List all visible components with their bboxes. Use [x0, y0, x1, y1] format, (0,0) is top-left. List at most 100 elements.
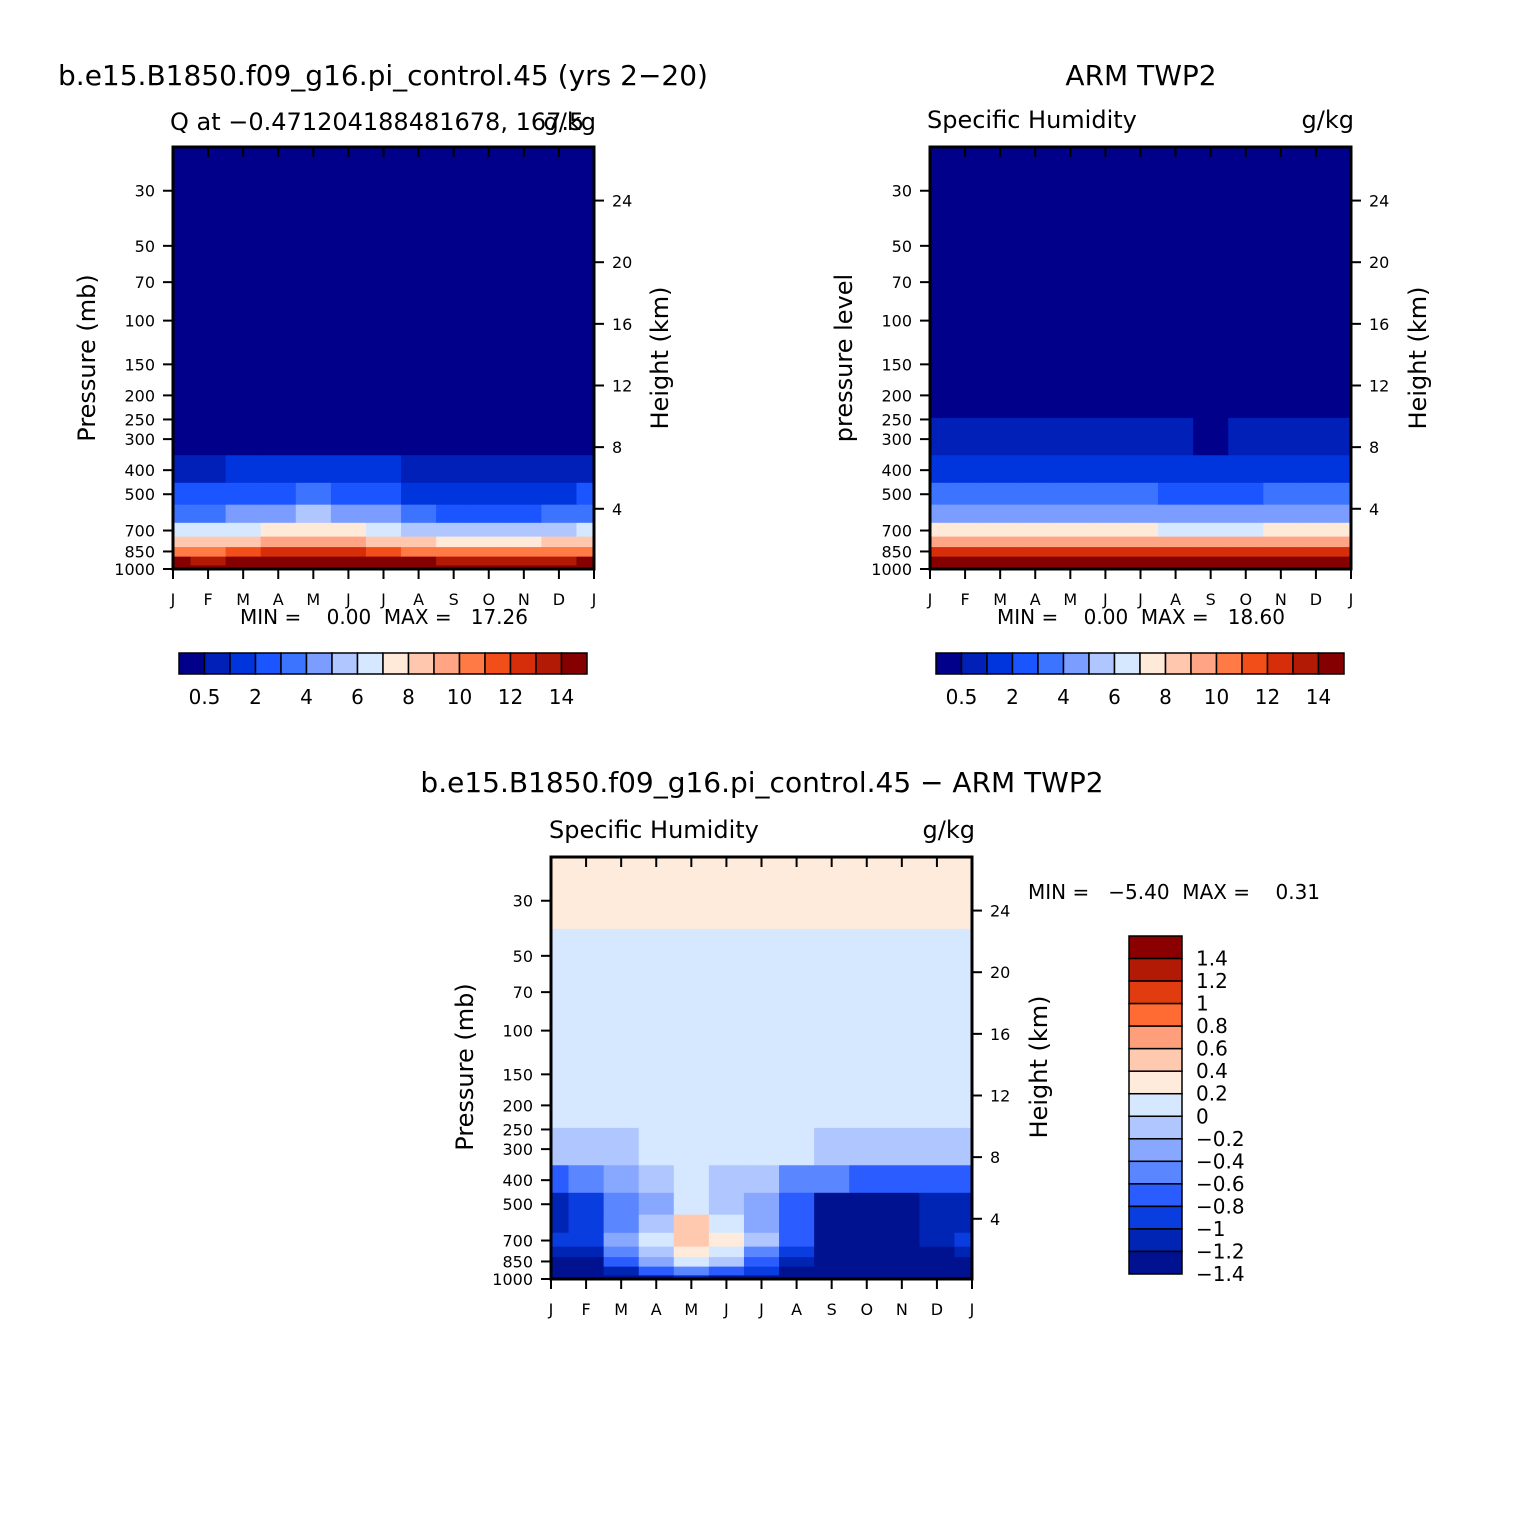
model-cell: [225, 536, 262, 548]
obs-cell: [1052, 218, 1089, 284]
obs-cell: [1228, 283, 1264, 359]
obs-cell: [1052, 147, 1089, 219]
colorbar-difference-label: 1: [1196, 992, 1209, 1016]
obs-cell: [1087, 417, 1124, 456]
obs-cell: [1298, 536, 1335, 548]
diff-cell: [779, 1246, 815, 1258]
obs-cell: [1263, 283, 1299, 359]
model-y2-tick-label: 4: [612, 500, 622, 519]
diff-y-tick-label: 30: [513, 892, 533, 911]
colorbar-difference-label: 1.2: [1196, 969, 1228, 993]
obs-cell: [1298, 417, 1335, 456]
model-cell: [471, 283, 507, 359]
model-cell: [541, 417, 578, 456]
diff-cell: [884, 1232, 920, 1247]
model-cell: [436, 546, 472, 557]
diff-cell: [638, 1068, 675, 1128]
diff-cell: [954, 1246, 972, 1258]
obs-cell: [947, 358, 984, 418]
obs-cell: [1333, 564, 1351, 569]
model-cell: [225, 283, 262, 359]
obs-cell: [1333, 454, 1351, 483]
diff-cell: [919, 1274, 956, 1279]
diff-cell: [954, 1256, 972, 1267]
model-cell: [295, 556, 332, 566]
obs-cell: [1193, 147, 1229, 219]
model-cell: [365, 417, 402, 456]
diff-cell: [568, 1246, 605, 1258]
diff-cell: [673, 1068, 710, 1128]
diff-cell: [551, 1192, 570, 1215]
model-cell: [173, 417, 192, 456]
colorbar-difference-swatch: [1128, 980, 1183, 1005]
obs-cell: [930, 564, 949, 569]
model-cell: [541, 283, 578, 359]
diff-cell: [814, 1214, 850, 1233]
model-cell: [190, 546, 227, 557]
obs-cell: [1263, 522, 1299, 537]
diff-cell: [849, 1274, 885, 1279]
diff-cell: [603, 1274, 640, 1279]
obs-cell: [1298, 482, 1335, 505]
model-x-tick-label: M: [236, 590, 250, 609]
obs-cell: [1298, 564, 1335, 569]
colorbar-model-swatch: [407, 652, 435, 675]
diff-cell: [603, 1214, 640, 1233]
panel-model-minmax: MIN = 0.00 MAX = 17.26: [240, 605, 528, 629]
diff-cell: [884, 1127, 920, 1166]
colorbar-difference-swatch: [1128, 1092, 1183, 1118]
colorbar-difference-label: 1.4: [1196, 947, 1228, 971]
diff-cell: [551, 1068, 570, 1128]
obs-y-tick-label: 500: [881, 485, 912, 504]
diff-y-tick-label: 100: [502, 1022, 533, 1041]
colorbar-obs-swatch: [1062, 652, 1090, 675]
model-y-tick-label: 850: [124, 542, 155, 561]
diff-cell: [884, 1164, 920, 1193]
obs-cell: [1052, 504, 1089, 523]
model-y-tick-label: 400: [124, 461, 155, 480]
diff-cell: [673, 857, 710, 929]
obs-cell: [947, 417, 984, 456]
model-cell: [506, 556, 542, 566]
diff-cell: [743, 1127, 780, 1166]
obs-cell: [947, 283, 984, 359]
model-cell: [576, 482, 594, 505]
diff-cell: [568, 1214, 605, 1233]
obs-cell: [1052, 417, 1089, 456]
obs-cell: [947, 546, 984, 557]
diff-cell: [814, 1068, 850, 1128]
diff-cell: [814, 1127, 850, 1166]
obs-y-tick-label: 30: [892, 182, 912, 201]
diff-x-tick-label: J: [723, 1300, 729, 1319]
model-cell: [365, 546, 402, 557]
obs-cell: [1122, 283, 1159, 359]
obs-cell: [930, 546, 949, 557]
panel-obs-ylabel-right: Height (km): [1404, 287, 1432, 430]
diff-cell: [673, 1274, 710, 1279]
obs-cell: [1333, 504, 1351, 523]
model-cell: [576, 536, 594, 548]
model-cell: [190, 556, 227, 566]
diff-y-tick-label: 150: [502, 1065, 533, 1084]
model-cell: [541, 504, 578, 523]
obs-y-tick-label: 250: [881, 410, 912, 429]
diff-cell: [779, 1192, 815, 1215]
model-cell: [330, 546, 367, 557]
model-cell: [295, 218, 332, 284]
panel-obs: ARM TWP2 Specific Humidity g/kg J F M A M J J A…: [830, 59, 1432, 709]
colorbar-difference-swatch: [1128, 1070, 1183, 1095]
obs-y-tick-label: 400: [881, 461, 912, 480]
model-cell: [506, 283, 542, 359]
model-x-tick-label: A: [273, 590, 284, 609]
obs-cell: [930, 536, 949, 548]
diff-y-tick-label: 70: [513, 983, 533, 1002]
obs-cell: [1333, 556, 1351, 566]
obs-x-tick-label: D: [1310, 590, 1322, 609]
colorbar-model-label: 2: [249, 685, 262, 709]
obs-x-tick-label: S: [1206, 590, 1216, 609]
diff-cell: [849, 1256, 885, 1267]
obs-cell: [1298, 283, 1335, 359]
obs-cell: [1298, 522, 1335, 537]
model-cell: [401, 454, 437, 483]
colorbar-model-swatch: [433, 652, 461, 675]
